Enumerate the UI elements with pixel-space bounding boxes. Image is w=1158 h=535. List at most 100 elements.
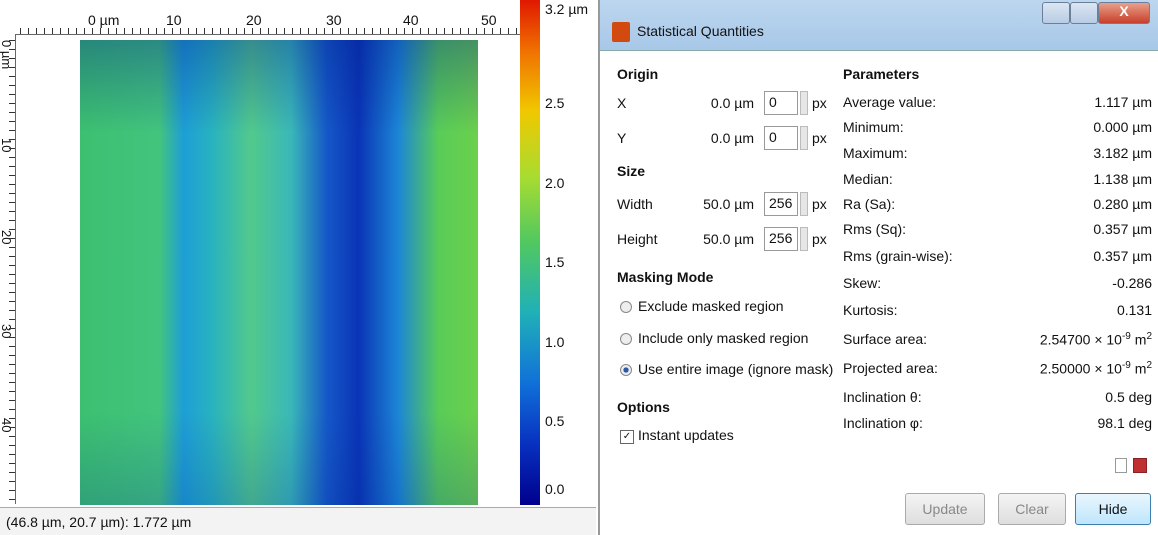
ruler-tick [196,28,197,34]
left-ruler-label: 40 [0,418,14,432]
left-ruler-label: 10 [0,138,14,152]
ruler-tick [372,28,373,34]
field-value: 0.0 µm [680,130,754,146]
ruler-tick [284,28,285,34]
radio-label[interactable]: Exclude masked region [638,298,784,314]
top-ruler-label: 50 [481,12,497,28]
ruler-tick [188,28,189,34]
spin-arrows[interactable] [800,192,808,216]
ruler-tick [380,28,381,34]
ruler-tick [9,472,15,473]
ruler-tick [9,85,15,86]
field-value: 0.0 µm [680,95,754,111]
ruler-tick [9,346,15,347]
value-part: 2.54700 × 10 [1040,332,1122,348]
radio-button[interactable] [620,364,632,376]
ruler-tick [308,28,309,34]
top-ruler-label: 30 [326,12,342,28]
ruler-tick [292,28,293,34]
parameter-value: 2.50000 × 10-9 m2 [1040,360,1152,377]
ruler-tick [444,28,445,34]
ruler-tick [9,436,15,437]
ruler-tick [28,28,29,34]
ruler-tick [324,28,325,34]
spin-arrows[interactable] [800,91,808,115]
ruler-tick [364,28,365,34]
radio-label[interactable]: Use entire image (ignore mask) [638,361,833,377]
color-scale-label: 1.5 [545,254,564,270]
ruler-tick [9,256,15,257]
ruler-tick [316,28,317,34]
color-scale-label: 2.0 [545,175,564,191]
ruler-tick [9,283,15,284]
field-label: Width [617,196,653,212]
button[interactable]: Update [905,493,985,525]
ruler-tick [44,28,45,34]
status-bar: (46.8 µm, 20.7 µm): 1.772 µm [0,507,596,535]
color-scale-label: 1.0 [545,334,564,350]
field-label: X [617,95,626,111]
radio-button[interactable] [620,301,632,313]
ruler-tick [108,28,109,34]
parameter-name: Minimum: [843,119,904,135]
parameter-value: 3.182 µm [1093,145,1152,161]
parameter-name: Rms (Sq): [843,221,906,237]
value-part: -9 [1122,331,1131,342]
ruler-tick [9,274,15,275]
parameter-value: 98.1 deg [1098,415,1153,431]
maximize-button[interactable] [1070,2,1098,24]
spin-input[interactable]: 256 [764,227,798,251]
field-unit: px [812,231,827,247]
ruler-tick [9,445,15,446]
radio-label[interactable]: Include only masked region [638,330,808,346]
ruler-tick [9,454,15,455]
checkbox-label[interactable]: Instant updates [638,427,734,443]
ruler-tick [9,130,15,131]
minimize-button[interactable] [1042,2,1070,24]
ruler-tick [9,184,15,185]
parameter-value: 1.138 µm [1093,171,1152,187]
ruler-tick [9,175,15,176]
spin-arrows[interactable] [800,126,808,150]
ruler-tick [84,28,85,34]
dialog-title: Statistical Quantities [637,23,764,39]
field-label: Height [617,231,657,247]
ruler-tick [68,28,69,34]
ruler-tick [9,373,15,374]
ruler-tick [116,28,117,34]
ruler-tick [9,220,15,221]
spin-input[interactable]: 0 [764,91,798,115]
close-button[interactable]: X [1098,2,1150,24]
ruler-tick [9,139,15,140]
parameter-name: Maximum: [843,145,908,161]
checkbox[interactable]: ✓ [620,430,634,444]
ruler-tick [428,28,429,34]
save-icon[interactable] [1133,458,1147,473]
ruler-tick [9,76,15,77]
section-heading: Origin [617,66,658,82]
ruler-tick [9,157,15,158]
ruler-tick [412,28,413,34]
spin-input[interactable]: 256 [764,192,798,216]
left-ruler-label: 0 µm [0,40,14,69]
button[interactable]: Hide [1075,493,1151,525]
ruler-tick [132,28,133,34]
ruler-tick [9,112,15,113]
radio-button[interactable] [620,333,632,345]
ruler-tick [9,463,15,464]
ruler-tick [9,364,15,365]
copy-icon[interactable] [1115,458,1127,473]
ruler-tick [9,409,15,410]
ruler-tick [452,28,453,34]
parameter-value: 2.54700 × 10-9 m2 [1040,331,1152,348]
parameter-name: Average value: [843,94,936,110]
button[interactable]: Clear [998,493,1066,525]
parameter-value: 0.280 µm [1093,196,1152,212]
spin-input[interactable]: 0 [764,126,798,150]
ruler-tick [9,391,15,392]
ruler-tick [172,28,173,34]
spin-arrows[interactable] [800,227,808,251]
top-ruler-label: 40 [403,12,419,28]
ruler-tick [164,28,165,34]
ruler-tick [60,28,61,34]
